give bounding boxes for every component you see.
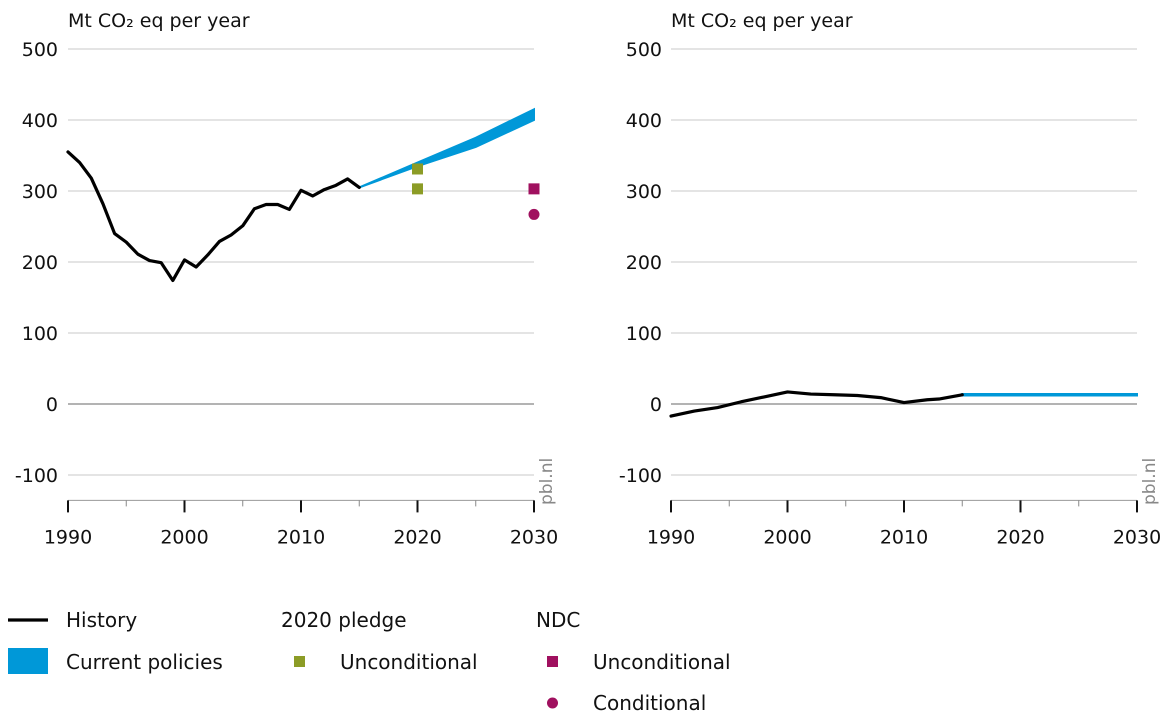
x-tick-label: 2000 [763,526,811,548]
x-tick-label: 2010 [880,526,928,548]
x-tick-label: 2010 [277,526,325,548]
x-tick-label: 2000 [160,526,208,548]
chart-panel-1: 500 400 300 200 100 0 -100 1990 2000 2010 2020 2030… [15,10,558,548]
ndc-conditional-marker [528,208,540,220]
y-tick-label: 200 [22,252,58,274]
legend-ndc-conditional-swatch [547,697,558,709]
history-line [669,390,964,418]
y-tick-label: 200 [626,252,662,274]
chart-panel-2: 500 400 300 200 100 0 -100 1990 2000 2010 2020 2030… [619,10,1161,548]
current-policies-band [358,107,535,189]
y-tick-label: -100 [15,465,58,487]
legend-2020-pledge-unconditional-label: Unconditional [340,650,478,674]
y-tick-label: 400 [626,110,662,132]
y-tick-label: 300 [22,181,58,203]
legend-ndc-title: NDC [536,608,580,632]
ndc-unconditional-marker [528,183,540,195]
x-tick-label: 1990 [647,526,695,548]
legend-current-policies-label: Current policies [66,650,223,674]
source-label: pbl.nl [537,458,557,505]
x-tick-label: 2020 [996,526,1044,548]
y-tick-label: 500 [22,39,58,61]
legend-ndc-conditional-label: Conditional [593,691,706,715]
y-axis-label: Mt CO₂ eq per year [68,10,250,32]
history-line [66,150,361,283]
x-tick-label: 2030 [510,526,558,548]
legend-2020-pledge-title: 2020 pledge [281,608,407,632]
legend-ndc-unconditional-swatch [547,656,558,667]
y-tick-label: -100 [619,465,662,487]
current-policies-band [961,393,1138,397]
legend-current-policies-swatch [8,648,48,674]
y-tick-label: 0 [46,394,58,416]
x-tick-label: 1990 [44,526,92,548]
legend-history-label: History [66,608,137,632]
legend: History Current policies 2020 pledge Uncond… [8,608,731,715]
pledge-2020-unconditional-marker [412,183,423,195]
y-tick-label: 100 [626,323,662,345]
source-label: pbl.nl [1140,458,1160,505]
y-tick-label: 500 [626,39,662,61]
y-tick-label: 0 [650,394,662,416]
x-tick-label: 2030 [1113,526,1161,548]
y-tick-label: 300 [626,181,662,203]
pledge-2020-unconditional-marker [412,163,423,175]
y-tick-label: 100 [22,323,58,345]
legend-2020-pledge-swatch [294,656,305,667]
y-axis-label: Mt CO₂ eq per year [671,10,853,32]
legend-ndc-unconditional-label: Unconditional [593,650,731,674]
y-tick-label: 400 [22,110,58,132]
x-tick-label: 2020 [393,526,441,548]
